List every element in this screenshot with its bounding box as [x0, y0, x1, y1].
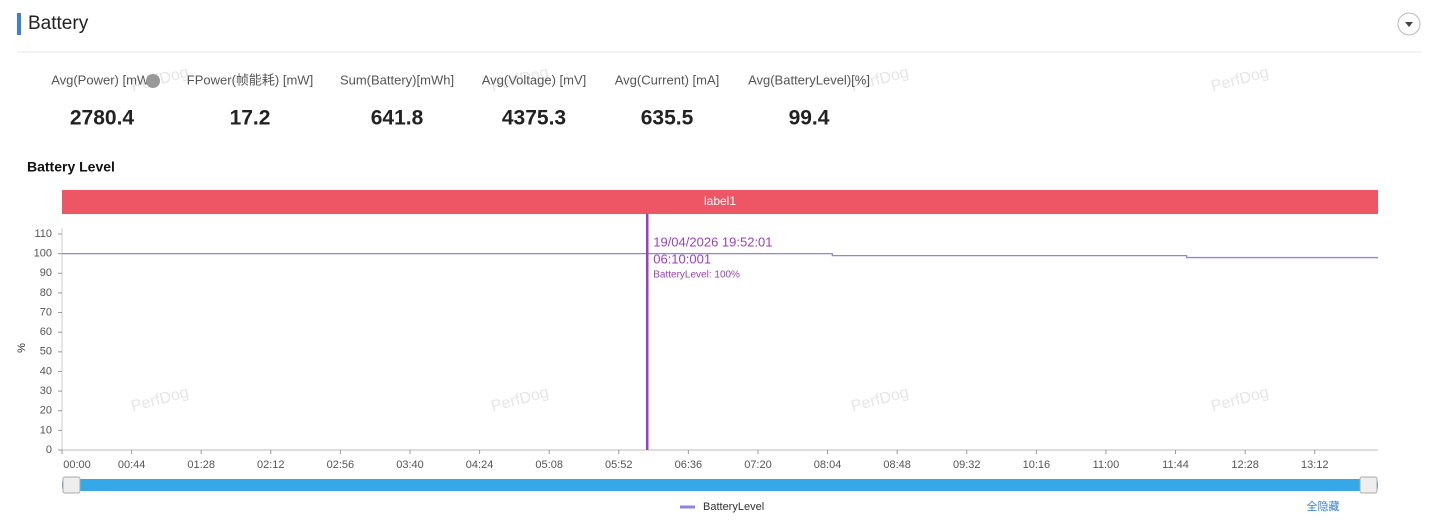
x-tick-label: 03:40 [396, 459, 424, 471]
y-tick-label: 70 [40, 306, 52, 318]
stat-value: 17.2 [230, 107, 271, 130]
y-tick-label: 20 [40, 405, 52, 417]
x-tick-label: 05:08 [535, 459, 563, 471]
x-tick-label: 12:28 [1231, 459, 1259, 471]
x-tick-label: 06:36 [675, 459, 703, 471]
y-tick-label: 50 [40, 346, 52, 358]
stat-value: 2780.4 [70, 107, 135, 130]
y-tick-label: 60 [40, 326, 52, 338]
title-accent [17, 13, 21, 35]
stat-label: Avg(Current) [mA] [615, 72, 720, 87]
data-line [62, 252, 1378, 259]
stat-label: Avg(Voltage) [mV] [482, 72, 587, 87]
y-tick-label: 10 [40, 424, 52, 436]
collapse-button[interactable] [1397, 12, 1421, 36]
y-tick-label: 110 [34, 228, 52, 240]
x-tick-label: 13:12 [1301, 459, 1329, 471]
stat-label: Avg(BatteryLevel)[%] [748, 72, 870, 87]
tooltip-text: 19/04/2026 19:52:01 [653, 234, 772, 249]
x-tick-label: 02:56 [327, 459, 355, 471]
x-tick-label: 08:48 [883, 459, 911, 471]
stat-value: 4375.3 [502, 107, 566, 130]
stat-value: 635.5 [641, 107, 694, 130]
legend-label[interactable]: BatteryLevel [703, 501, 764, 513]
y-tick-label: 100 [34, 248, 52, 260]
tooltip-text: BatteryLevel: 100% [653, 270, 740, 281]
x-tick-label: 05:52 [605, 459, 633, 471]
x-tick-label: 11:00 [1093, 459, 1120, 471]
watermark: PerfDog [129, 384, 190, 416]
range-slider[interactable] [62, 479, 1378, 491]
y-axis-label: % [16, 343, 28, 353]
watermark: PerfDog [849, 384, 910, 416]
stat-label: Avg(Power) [mW] [51, 72, 153, 87]
y-tick-label: 30 [40, 385, 52, 397]
x-tick-label: 08:04 [814, 459, 842, 471]
watermark: PerfDog [1209, 64, 1270, 96]
y-tick-label: 0 [46, 444, 52, 456]
x-tick-label: 02:12 [257, 459, 285, 471]
x-tick-label: 11:44 [1162, 459, 1189, 471]
y-tick-label: 40 [40, 365, 52, 377]
stat-value: 99.4 [789, 107, 830, 130]
panel-title: Battery [28, 13, 89, 34]
x-tick-label: 09:32 [953, 459, 981, 471]
help-icon[interactable] [146, 74, 160, 88]
watermark: PerfDog [489, 384, 550, 416]
x-tick-label: 00:44 [118, 459, 146, 471]
slider-handle[interactable] [62, 476, 81, 494]
x-tick-label: 01:28 [187, 459, 215, 471]
chart-title: Battery Level [27, 159, 115, 175]
watermark: PerfDog [1209, 384, 1270, 416]
x-tick-label: 10:16 [1023, 459, 1051, 471]
y-tick-label: 80 [40, 287, 52, 299]
hide-all-link[interactable]: 全隐藏 [1307, 499, 1340, 513]
x-tick-label: 07:20 [744, 459, 772, 471]
tooltip-text: 06:10:001 [653, 251, 711, 266]
slider-handle[interactable] [1359, 476, 1378, 494]
band-label: label1 [704, 194, 736, 208]
label-band [62, 190, 1378, 214]
stat-label: Sum(Battery)[mWh] [340, 72, 454, 87]
stat-value: 641.8 [371, 107, 424, 130]
x-tick-label: 00:00 [63, 459, 91, 471]
stat-label: FPower(帧能耗) [mW] [187, 72, 313, 87]
x-tick-label: 04:24 [466, 459, 494, 471]
y-tick-label: 90 [40, 267, 52, 279]
